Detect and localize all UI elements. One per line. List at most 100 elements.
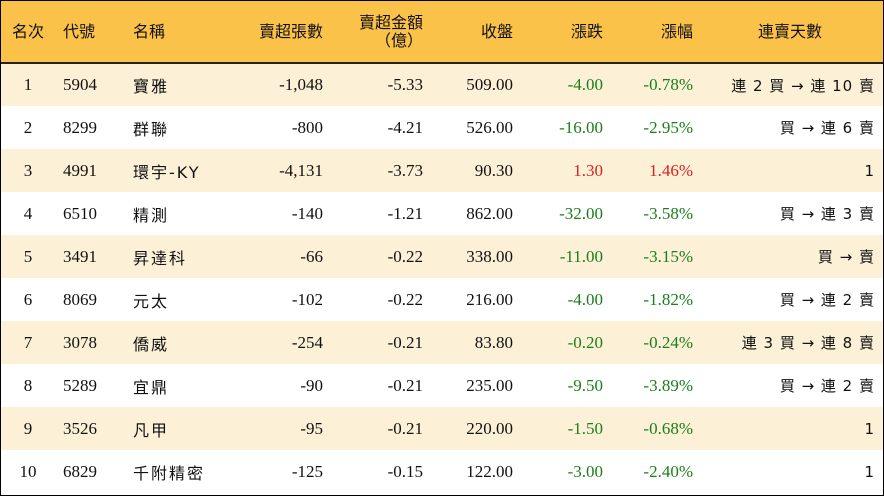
cell-name: 元太 xyxy=(133,291,170,311)
cell-net-sell-amount: -0.21 xyxy=(387,332,423,352)
table-row: 3 4991 環宇-KY -4,131 -3.73 90.30 1.30 1.46% 1 xyxy=(1,149,883,192)
cell-close: 862.00 xyxy=(466,203,513,223)
cell-net-sell-amount: -3.73 xyxy=(387,160,423,180)
cell-change: -1.50 xyxy=(567,418,603,438)
cell-net-sell-lots: -800 xyxy=(291,117,323,137)
cell-rank: 4 xyxy=(23,203,33,223)
cell-consecutive-days: 1 xyxy=(864,161,875,180)
cell-change: -4.00 xyxy=(567,75,603,94)
cell-net-sell-lots: -4,131 xyxy=(279,160,323,180)
table-row: 5 3491 昇達科 -66 -0.22 338.00 -11.00 -3.15% 買 → 賣 xyxy=(1,235,883,278)
cell-close: 122.00 xyxy=(466,461,513,481)
cell-code: 6510 xyxy=(63,203,97,223)
cell-net-sell-amount: -0.22 xyxy=(387,289,423,309)
cell-close: 216.00 xyxy=(466,289,513,309)
cell-net-sell-lots: -90 xyxy=(300,375,323,395)
cell-name: 僑威 xyxy=(133,334,170,354)
cell-change-pct: -3.89% xyxy=(643,375,693,395)
cell-close: 83.80 xyxy=(474,332,513,352)
cell-consecutive-days: 連 2 買 → 連 10 賣 xyxy=(731,76,875,95)
cell-rank: 7 xyxy=(23,332,33,352)
cell-net-sell-amount: -0.21 xyxy=(387,418,423,438)
header-net-sell-lots: 賣超張數 xyxy=(258,21,323,41)
cell-name: 宜鼎 xyxy=(133,377,170,397)
cell-close: 220.00 xyxy=(466,418,513,438)
cell-close: 338.00 xyxy=(466,246,513,266)
cell-name: 群聯 xyxy=(133,119,170,139)
cell-rank: 10 xyxy=(19,461,37,481)
cell-consecutive-days: 買 → 連 2 賣 xyxy=(779,291,875,309)
table-row: 7 3078 僑威 -254 -0.21 83.80 -0.20 -0.24% 連 3 買 → … xyxy=(1,321,883,364)
cell-close: 235.00 xyxy=(466,375,513,395)
header-net-sell-amount: 賣超金額 （億） xyxy=(331,1,431,63)
cell-code: 4991 xyxy=(63,160,97,180)
cell-change-pct: 1.46% xyxy=(649,160,693,180)
cell-close: 509.00 xyxy=(466,75,513,94)
cell-rank: 1 xyxy=(23,75,33,94)
cell-close: 90.30 xyxy=(474,160,513,180)
header-rank: 名次 xyxy=(11,21,44,41)
table-row: 10 6829 千附精密 -125 -0.15 122.00 -3.00 -2.40% 1 xyxy=(1,450,883,493)
cell-consecutive-days: 買 → 連 3 賣 xyxy=(779,205,875,223)
header-change-pct: 漲幅 xyxy=(660,21,693,41)
cell-net-sell-lots: -1,048 xyxy=(279,75,323,94)
cell-code: 6829 xyxy=(63,461,97,481)
cell-change: -4.00 xyxy=(567,289,603,309)
table-row: 9 3526 凡甲 -95 -0.21 220.00 -1.50 -0.68% 1 xyxy=(1,407,883,450)
table-row: 2 8299 群聯 -800 -4.21 526.00 -16.00 -2.95% 買 → 連 … xyxy=(1,106,883,149)
cell-net-sell-amount: -0.15 xyxy=(387,461,423,481)
cell-code: 3526 xyxy=(63,418,97,438)
cell-net-sell-lots: -254 xyxy=(291,332,323,352)
cell-code: 3078 xyxy=(63,332,97,352)
cell-change: -11.00 xyxy=(559,246,603,266)
cell-code: 8069 xyxy=(63,289,97,309)
cell-code: 3491 xyxy=(63,246,97,266)
table-row: 8 5289 宜鼎 -90 -0.21 235.00 -9.50 -3.89% 買 → 連 2 … xyxy=(1,364,883,407)
cell-code: 8299 xyxy=(63,117,97,137)
header-name: 名稱 xyxy=(133,21,166,41)
cell-code: 5289 xyxy=(63,375,97,395)
cell-change-pct: -0.78% xyxy=(643,75,693,94)
cell-net-sell-amount: -0.21 xyxy=(387,375,423,395)
cell-net-sell-lots: -66 xyxy=(300,246,323,266)
cell-rank: 9 xyxy=(23,418,33,438)
cell-net-sell-lots: -125 xyxy=(291,461,323,481)
cell-change-pct: -0.24% xyxy=(643,332,693,352)
cell-change-pct: -1.82% xyxy=(643,289,693,309)
cell-consecutive-days: 買 → 連 6 賣 xyxy=(779,119,875,137)
cell-name: 環宇-KY xyxy=(133,162,201,182)
cell-change-pct: -3.58% xyxy=(643,203,693,223)
cell-name: 昇達科 xyxy=(133,248,188,268)
cell-change: -3.00 xyxy=(567,461,603,481)
cell-consecutive-days: 買 → 賣 xyxy=(817,248,875,266)
cell-rank: 5 xyxy=(23,246,33,266)
table-row: 6 8069 元太 -102 -0.22 216.00 -4.00 -1.82% 買 → 連 2… xyxy=(1,278,883,321)
cell-change: -9.50 xyxy=(567,375,603,395)
cell-consecutive-days: 連 3 買 → 連 8 賣 xyxy=(741,334,875,352)
cell-consecutive-days: 1 xyxy=(864,419,875,438)
header-close: 收盤 xyxy=(480,21,513,41)
cell-rank: 8 xyxy=(23,375,33,395)
cell-change-pct: -0.68% xyxy=(643,418,693,438)
cell-name: 凡甲 xyxy=(133,420,170,440)
cell-net-sell-amount: -0.22 xyxy=(387,246,423,266)
header-change: 漲跌 xyxy=(570,21,603,41)
table-row: 4 6510 精測 -140 -1.21 862.00 -32.00 -3.58% 買 → 連 … xyxy=(1,192,883,235)
cell-change-pct: -2.95% xyxy=(643,117,693,137)
cell-net-sell-lots: -102 xyxy=(291,289,323,309)
cell-name: 寶雅 xyxy=(133,77,170,96)
cell-code: 5904 xyxy=(63,75,97,94)
cell-rank: 2 xyxy=(23,117,33,137)
header-consecutive-days: 連賣天數 xyxy=(757,21,822,41)
cell-change: -32.00 xyxy=(559,203,603,223)
cell-rank: 6 xyxy=(23,289,33,309)
cell-change-pct: -3.15% xyxy=(643,246,693,266)
cell-consecutive-days: 買 → 連 2 賣 xyxy=(779,377,875,395)
header-net-sell-amount-line2: （億） xyxy=(374,30,423,50)
cell-net-sell-amount: -4.21 xyxy=(387,117,423,137)
cell-close: 526.00 xyxy=(466,117,513,137)
cell-net-sell-amount: -1.21 xyxy=(387,203,423,223)
cell-change-pct: -2.40% xyxy=(643,461,693,481)
